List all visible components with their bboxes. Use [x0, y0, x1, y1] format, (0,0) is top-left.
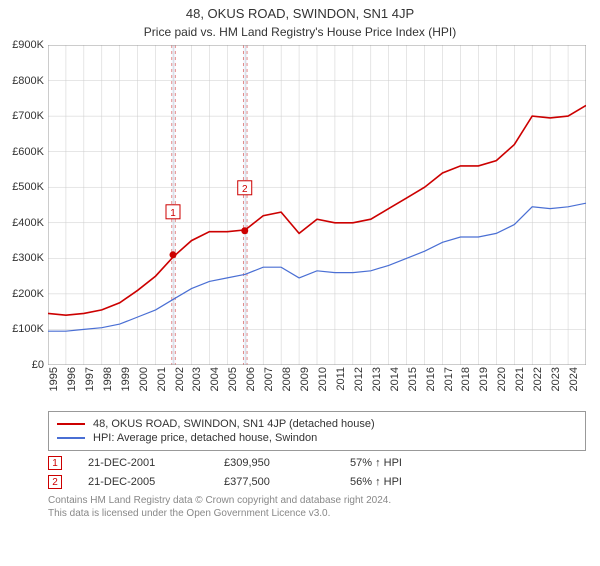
- x-tick-label: 2002: [174, 367, 186, 391]
- sale-date: 21-DEC-2005: [88, 476, 198, 488]
- x-tick-label: 2024: [568, 367, 580, 391]
- legend-swatch: [57, 423, 85, 425]
- x-tick-label: 2009: [299, 367, 311, 391]
- x-tick-label: 2001: [156, 367, 168, 391]
- x-tick-label: 2012: [353, 367, 365, 391]
- sale-row: 1 21-DEC-2001 £309,950 57% ↑ HPI: [48, 456, 586, 470]
- chart-area: £0£100K£200K£300K£400K£500K£600K£700K£80…: [48, 45, 586, 365]
- x-tick-label: 1996: [66, 367, 78, 391]
- legend-label: 48, OKUS ROAD, SWINDON, SN1 4JP (detache…: [93, 418, 375, 430]
- x-tick-label: 2022: [532, 367, 544, 391]
- x-axis-labels: 1995 1996 1997 1998 1999 2000 2001 2002 2003 2004…: [48, 365, 586, 405]
- y-tick-label: £600K: [12, 146, 44, 158]
- x-tick-label: 2023: [550, 367, 562, 391]
- x-tick-label: 2021: [514, 367, 526, 391]
- footer-line: This data is licensed under the Open Gov…: [48, 507, 586, 520]
- sales-table: 1 21-DEC-2001 £309,950 57% ↑ HPI 2 21-DEC-200…: [48, 456, 586, 489]
- x-tick-label: 2011: [335, 367, 347, 391]
- footer-attribution: Contains HM Land Registry data © Crown c…: [48, 494, 586, 520]
- y-tick-label: £300K: [12, 252, 44, 264]
- y-tick-label: £0: [32, 359, 44, 371]
- sale-marker: 1: [48, 456, 62, 470]
- x-tick-label: 1997: [84, 367, 96, 391]
- x-tick-label: 2005: [227, 367, 239, 391]
- y-tick-label: £800K: [12, 75, 44, 87]
- x-tick-label: 2016: [425, 367, 437, 391]
- x-tick-label: 2015: [407, 367, 419, 391]
- x-tick-label: 2004: [209, 367, 221, 391]
- y-axis-labels: £0£100K£200K£300K£400K£500K£600K£700K£80…: [0, 45, 46, 365]
- sale-row: 2 21-DEC-2005 £377,500 56% ↑ HPI: [48, 475, 586, 489]
- y-tick-label: £200K: [12, 288, 44, 300]
- x-tick-label: 1998: [102, 367, 114, 391]
- x-tick-label: 2014: [389, 367, 401, 391]
- footer-line: Contains HM Land Registry data © Crown c…: [48, 494, 586, 507]
- legend-item: HPI: Average price, detached house, Swin…: [57, 432, 577, 444]
- x-tick-label: 2013: [371, 367, 383, 391]
- legend-swatch: [57, 437, 85, 439]
- y-tick-label: £700K: [12, 110, 44, 122]
- y-tick-label: £900K: [12, 39, 44, 51]
- y-tick-label: £400K: [12, 217, 44, 229]
- sale-marker: 2: [48, 475, 62, 489]
- x-tick-label: 1999: [120, 367, 132, 391]
- y-tick-label: £500K: [12, 181, 44, 193]
- x-tick-label: 2018: [460, 367, 472, 391]
- page-title: 48, OKUS ROAD, SWINDON, SN1 4JP: [0, 6, 600, 21]
- x-tick-label: 1995: [48, 367, 60, 391]
- x-tick-label: 2006: [245, 367, 257, 391]
- sale-pct: 56% ↑ HPI: [350, 476, 402, 488]
- x-tick-label: 2020: [496, 367, 508, 391]
- legend: 48, OKUS ROAD, SWINDON, SN1 4JP (detache…: [48, 411, 586, 451]
- svg-text:1: 1: [170, 208, 176, 219]
- x-tick-label: 2008: [281, 367, 293, 391]
- sale-pct: 57% ↑ HPI: [350, 457, 402, 469]
- sale-price: £309,950: [224, 457, 324, 469]
- x-tick-label: 2000: [138, 367, 150, 391]
- line-chart: 12: [48, 45, 586, 365]
- y-tick-label: £100K: [12, 323, 44, 335]
- x-tick-label: 2017: [443, 367, 455, 391]
- legend-item: 48, OKUS ROAD, SWINDON, SN1 4JP (detache…: [57, 418, 577, 430]
- sale-price: £377,500: [224, 476, 324, 488]
- x-tick-label: 2003: [191, 367, 203, 391]
- svg-text:2: 2: [242, 184, 248, 195]
- x-tick-label: 2010: [317, 367, 329, 391]
- page-subtitle: Price paid vs. HM Land Registry's House …: [0, 25, 600, 39]
- legend-label: HPI: Average price, detached house, Swin…: [93, 432, 317, 444]
- x-tick-label: 2007: [263, 367, 275, 391]
- x-tick-label: 2019: [478, 367, 490, 391]
- sale-date: 21-DEC-2001: [88, 457, 198, 469]
